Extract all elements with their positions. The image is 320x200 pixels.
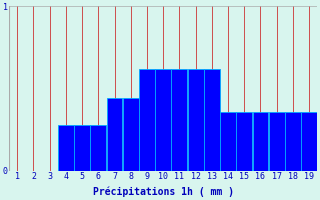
Bar [252,112,268,171]
X-axis label: Précipitations 1h ( mm ): Précipitations 1h ( mm ) [93,187,234,197]
Bar [107,98,123,171]
Bar [269,112,284,171]
Bar [301,112,317,171]
Bar [285,112,301,171]
Bar [220,112,236,171]
Bar [74,125,90,171]
Bar [204,69,220,171]
Bar [139,69,155,171]
Bar [236,112,252,171]
Bar [188,69,204,171]
Bar [172,69,187,171]
Bar [90,125,106,171]
Bar [155,69,171,171]
Bar [123,98,139,171]
Bar [58,125,74,171]
